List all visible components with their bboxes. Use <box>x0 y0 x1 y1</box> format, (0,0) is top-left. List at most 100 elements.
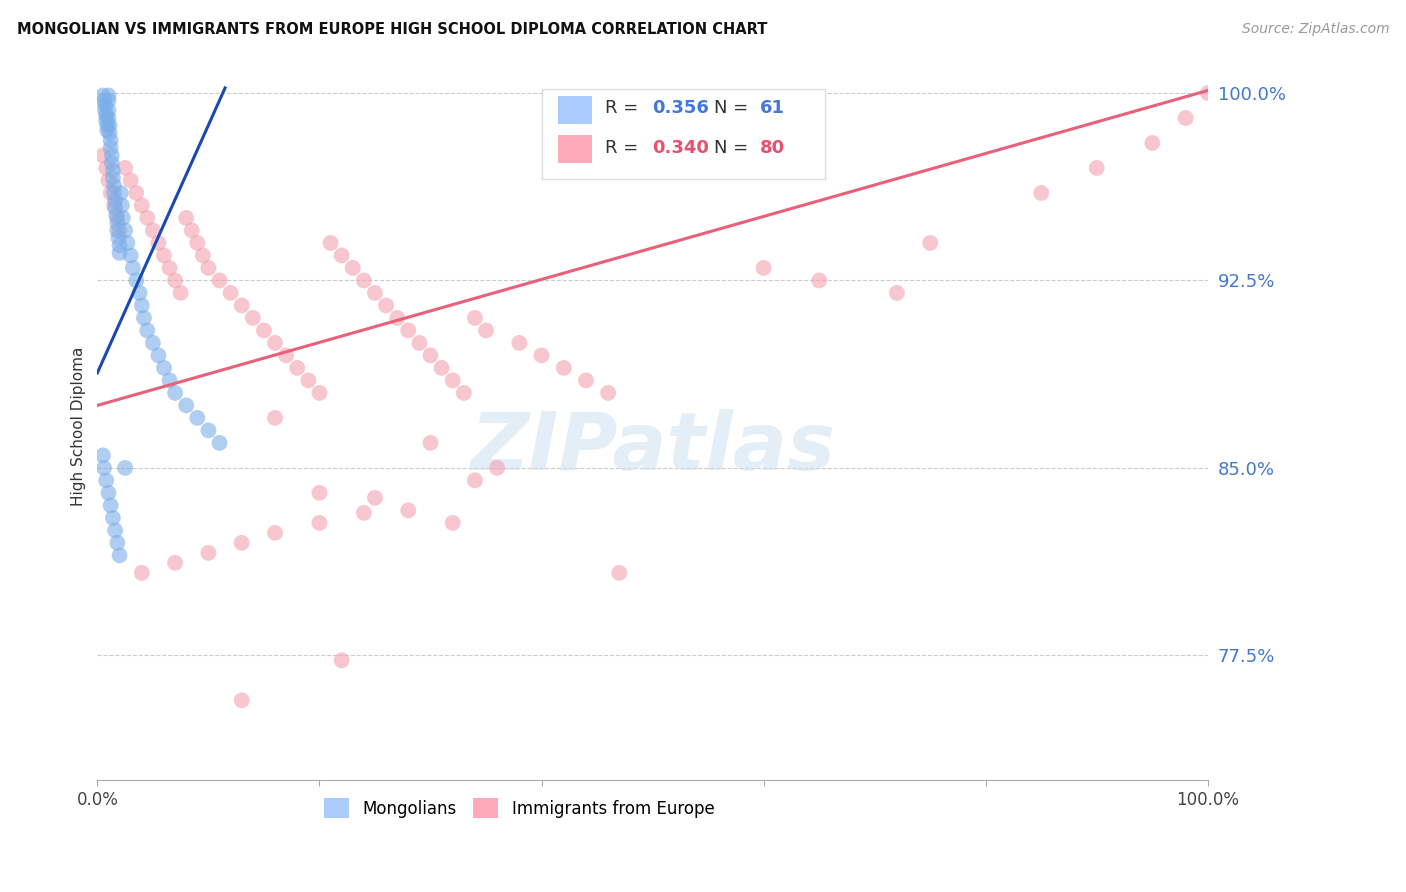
Point <box>107 231 129 245</box>
Text: R =: R = <box>605 99 644 118</box>
Point <box>441 373 464 387</box>
Point <box>96 474 118 488</box>
Text: R =: R = <box>605 138 644 157</box>
Point <box>104 524 127 538</box>
Point <box>114 223 136 237</box>
Point <box>364 285 387 300</box>
Point <box>1197 86 1219 100</box>
Point <box>97 486 120 500</box>
Point <box>91 88 114 103</box>
Point <box>297 373 319 387</box>
Point <box>264 525 287 540</box>
Point <box>97 111 120 125</box>
Point <box>886 285 908 300</box>
Point <box>91 449 114 463</box>
Point <box>308 516 330 530</box>
Point <box>575 373 598 387</box>
Text: 80: 80 <box>761 138 786 157</box>
Point <box>97 88 120 103</box>
Point <box>136 323 159 337</box>
Text: 61: 61 <box>761 99 786 118</box>
Point <box>219 285 242 300</box>
Point <box>136 211 159 225</box>
Point <box>108 238 131 252</box>
Point <box>231 693 253 707</box>
Point <box>264 335 287 350</box>
Text: 0.340: 0.340 <box>652 138 710 157</box>
Text: N =: N = <box>714 99 754 118</box>
Point <box>598 385 620 400</box>
Point <box>94 98 117 112</box>
Point <box>98 119 121 133</box>
Point <box>97 173 120 187</box>
Point <box>186 410 208 425</box>
Point <box>375 298 398 312</box>
Point <box>93 94 115 108</box>
Point <box>319 235 342 250</box>
Point <box>180 223 202 237</box>
Point <box>91 148 114 162</box>
Point <box>208 436 231 450</box>
Point <box>128 285 150 300</box>
Point <box>96 119 118 133</box>
Point <box>530 348 553 362</box>
Point <box>231 298 253 312</box>
FancyBboxPatch shape <box>541 88 825 179</box>
Point <box>105 209 128 223</box>
Point <box>808 273 831 287</box>
Point <box>165 385 187 400</box>
Point <box>264 410 287 425</box>
Text: Source: ZipAtlas.com: Source: ZipAtlas.com <box>1241 22 1389 37</box>
Point <box>1031 186 1053 200</box>
Point <box>96 161 118 175</box>
Point <box>105 211 128 225</box>
Point <box>120 248 142 262</box>
Point <box>101 511 124 525</box>
Point <box>96 123 118 137</box>
Point <box>105 216 128 230</box>
Point <box>486 461 509 475</box>
Point <box>101 170 124 185</box>
Point <box>920 235 942 250</box>
Point <box>396 323 419 337</box>
Point <box>108 246 131 260</box>
Point <box>453 385 475 400</box>
Point <box>114 161 136 175</box>
Point <box>142 335 165 350</box>
Point <box>353 273 375 287</box>
FancyBboxPatch shape <box>558 135 592 163</box>
Point <box>342 260 364 275</box>
Point <box>101 156 124 170</box>
Point <box>131 298 153 312</box>
Y-axis label: High School Diploma: High School Diploma <box>72 347 86 507</box>
Point <box>169 285 191 300</box>
Point <box>159 373 181 387</box>
Point <box>159 260 181 275</box>
Point <box>1085 161 1108 175</box>
Point <box>104 194 127 208</box>
Point <box>122 260 145 275</box>
Point <box>464 474 486 488</box>
Point <box>752 260 775 275</box>
Point <box>385 310 408 325</box>
Point <box>1142 136 1164 150</box>
FancyBboxPatch shape <box>558 95 592 124</box>
Point <box>104 201 127 215</box>
Point <box>103 178 125 193</box>
Point <box>464 310 486 325</box>
Point <box>1174 111 1197 125</box>
Point <box>125 186 148 200</box>
Point <box>117 235 139 250</box>
Point <box>111 198 134 212</box>
Point <box>408 335 430 350</box>
Point <box>353 506 375 520</box>
Point <box>114 461 136 475</box>
Point <box>191 248 214 262</box>
Point <box>174 398 197 412</box>
Point <box>430 360 453 375</box>
Point <box>253 323 276 337</box>
Point <box>101 148 124 162</box>
Point <box>101 163 124 178</box>
Point <box>148 348 170 362</box>
Point <box>94 103 117 118</box>
